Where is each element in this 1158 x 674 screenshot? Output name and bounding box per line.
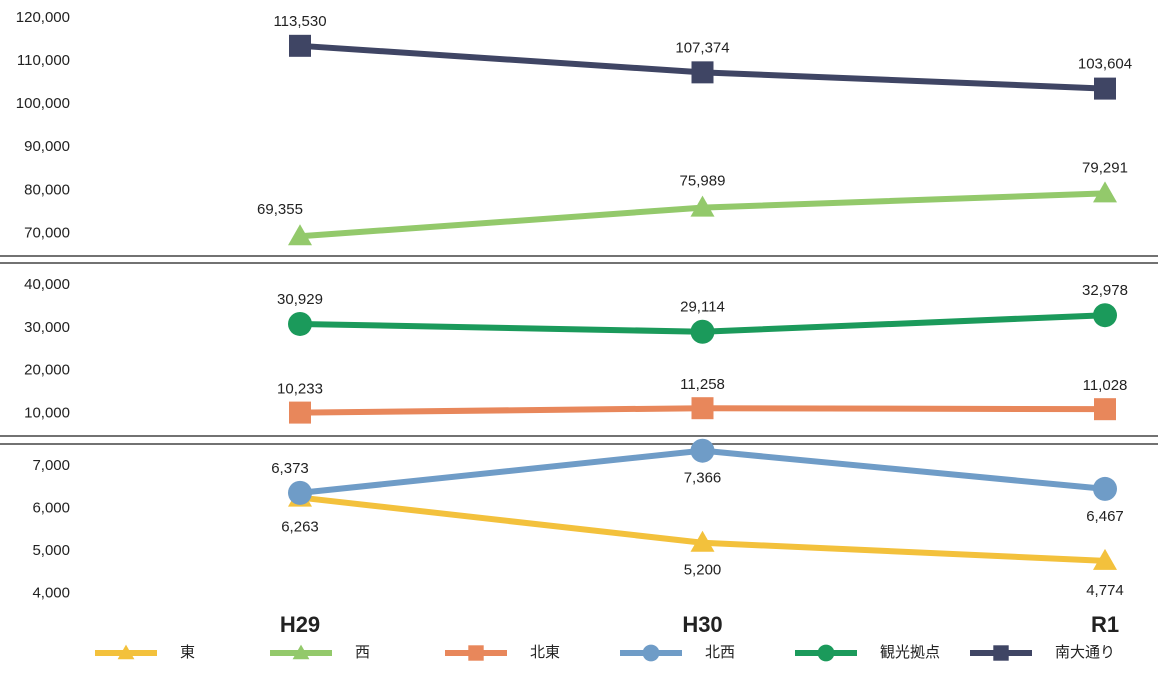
y-tick-label: 10,000 <box>24 405 70 422</box>
marker <box>817 644 835 662</box>
x-tick-label: H30 <box>682 612 722 637</box>
marker <box>690 195 715 217</box>
y-tick-label: 7,000 <box>32 457 70 474</box>
data-label: 6,467 <box>1086 508 1124 525</box>
data-label: 113,530 <box>273 13 326 30</box>
legend-label: 東 <box>180 644 195 661</box>
marker <box>1094 77 1116 100</box>
y-tick-label: 110,000 <box>17 52 70 69</box>
y-tick-label: 40,000 <box>24 276 70 293</box>
y-tick-label: 100,000 <box>16 95 70 112</box>
data-label: 10,233 <box>277 381 323 398</box>
marker <box>117 644 135 660</box>
x-tick-label: R1 <box>1091 612 1119 637</box>
y-tick-label: 120,000 <box>16 9 70 26</box>
y-tick-label: 80,000 <box>24 181 70 198</box>
legend-item: 観光拠点 <box>795 644 940 662</box>
data-label: 69,355 <box>257 201 303 218</box>
marker <box>1093 476 1117 501</box>
data-label: 7,366 <box>684 470 722 487</box>
legend-label: 北西 <box>705 644 735 661</box>
legend-label: 北東 <box>530 644 560 661</box>
y-tick-label: 6,000 <box>32 500 70 517</box>
marker <box>690 438 715 463</box>
y-tick-label: 70,000 <box>24 224 70 241</box>
marker <box>289 34 311 57</box>
marker <box>690 319 715 344</box>
legend-item: 西 <box>270 644 370 661</box>
data-label: 32,978 <box>1082 282 1128 299</box>
y-tick-label: 90,000 <box>24 138 70 155</box>
marker <box>1093 181 1117 203</box>
data-label: 29,114 <box>680 299 725 316</box>
marker <box>1093 303 1117 328</box>
y-tick-label: 20,000 <box>24 362 70 379</box>
data-label: 6,263 <box>281 519 319 536</box>
data-label: 103,604 <box>1078 56 1132 73</box>
legend-item: 北西 <box>620 644 735 662</box>
data-label: 11,028 <box>1083 377 1128 394</box>
legend-label: 観光拠点 <box>880 644 940 661</box>
marker <box>1094 398 1116 421</box>
y-tick-label: 5,000 <box>32 542 70 559</box>
data-label: 30,929 <box>277 291 323 308</box>
data-label: 79,291 <box>1082 159 1128 176</box>
marker <box>691 61 714 84</box>
legend-item: 南大通り <box>970 644 1115 661</box>
data-label: 6,373 <box>271 460 309 477</box>
marker <box>288 224 312 246</box>
x-tick-label: H29 <box>280 612 320 637</box>
marker <box>690 530 715 552</box>
legend-item: 東 <box>95 644 195 661</box>
data-label: 5,200 <box>684 562 722 579</box>
y-tick-label: 30,000 <box>24 319 70 336</box>
marker <box>292 644 310 660</box>
marker <box>288 311 312 336</box>
marker <box>289 401 311 424</box>
data-label: 75,989 <box>680 173 726 190</box>
data-label: 4,774 <box>1086 582 1124 599</box>
data-label: 11,258 <box>680 376 725 393</box>
marker <box>288 480 312 505</box>
marker <box>642 644 660 662</box>
legend-item: 北東 <box>445 644 560 661</box>
marker <box>1093 548 1117 570</box>
legend-label: 南大通り <box>1055 644 1115 661</box>
marker <box>691 397 714 420</box>
legend-label: 西 <box>355 644 370 661</box>
marker <box>468 645 484 661</box>
data-label: 107,374 <box>675 39 729 56</box>
y-tick-label: 4,000 <box>32 585 70 602</box>
marker <box>993 645 1009 661</box>
